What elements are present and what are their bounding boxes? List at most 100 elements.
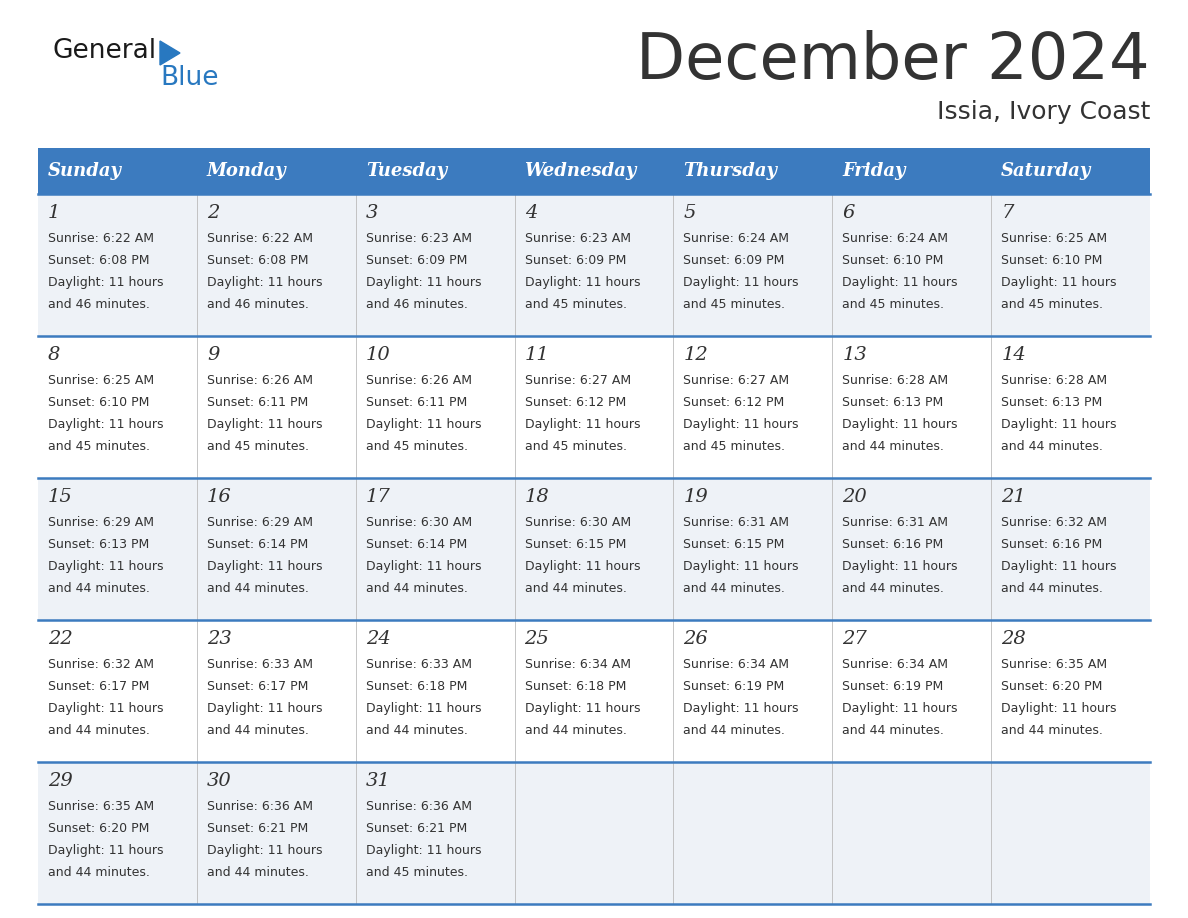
- Text: and 45 minutes.: and 45 minutes.: [683, 440, 785, 453]
- Text: and 44 minutes.: and 44 minutes.: [48, 866, 150, 879]
- Text: 5: 5: [683, 204, 696, 222]
- Text: 16: 16: [207, 488, 232, 506]
- Text: 7: 7: [1001, 204, 1013, 222]
- Text: Sunrise: 6:30 AM: Sunrise: 6:30 AM: [366, 516, 472, 529]
- Text: Sunrise: 6:22 AM: Sunrise: 6:22 AM: [207, 232, 312, 245]
- Text: and 45 minutes.: and 45 minutes.: [48, 440, 150, 453]
- Bar: [38, 194, 1150, 336]
- Text: Sunset: 6:13 PM: Sunset: 6:13 PM: [842, 396, 943, 409]
- Text: Sunrise: 6:31 AM: Sunrise: 6:31 AM: [683, 516, 790, 529]
- Text: Issia, Ivory Coast: Issia, Ivory Coast: [936, 100, 1150, 124]
- Text: Sunset: 6:16 PM: Sunset: 6:16 PM: [1001, 538, 1102, 551]
- Text: Sunset: 6:08 PM: Sunset: 6:08 PM: [48, 254, 150, 267]
- Text: Daylight: 11 hours: Daylight: 11 hours: [525, 702, 640, 715]
- Text: Sunset: 6:16 PM: Sunset: 6:16 PM: [842, 538, 943, 551]
- Text: Sunset: 6:15 PM: Sunset: 6:15 PM: [525, 538, 626, 551]
- Text: and 46 minutes.: and 46 minutes.: [48, 298, 150, 311]
- Text: 15: 15: [48, 488, 72, 506]
- Text: Daylight: 11 hours: Daylight: 11 hours: [207, 702, 322, 715]
- Text: Blue: Blue: [160, 65, 219, 91]
- Text: 21: 21: [1001, 488, 1026, 506]
- Text: 19: 19: [683, 488, 708, 506]
- Text: 17: 17: [366, 488, 391, 506]
- Text: and 44 minutes.: and 44 minutes.: [525, 724, 626, 737]
- Text: Sunrise: 6:33 AM: Sunrise: 6:33 AM: [366, 658, 472, 671]
- Text: Sunrise: 6:34 AM: Sunrise: 6:34 AM: [683, 658, 790, 671]
- Text: and 44 minutes.: and 44 minutes.: [1001, 440, 1102, 453]
- Text: and 45 minutes.: and 45 minutes.: [683, 298, 785, 311]
- Text: Daylight: 11 hours: Daylight: 11 hours: [683, 702, 798, 715]
- Text: and 44 minutes.: and 44 minutes.: [842, 724, 944, 737]
- Text: Daylight: 11 hours: Daylight: 11 hours: [48, 418, 164, 431]
- Text: and 44 minutes.: and 44 minutes.: [48, 582, 150, 595]
- Text: and 45 minutes.: and 45 minutes.: [366, 440, 468, 453]
- Text: Sunset: 6:18 PM: Sunset: 6:18 PM: [525, 680, 626, 693]
- Text: Sunrise: 6:27 AM: Sunrise: 6:27 AM: [525, 374, 631, 387]
- Bar: [38, 762, 1150, 904]
- Text: and 44 minutes.: and 44 minutes.: [683, 582, 785, 595]
- Text: Sunrise: 6:35 AM: Sunrise: 6:35 AM: [1001, 658, 1107, 671]
- Text: 14: 14: [1001, 346, 1026, 364]
- Text: Daylight: 11 hours: Daylight: 11 hours: [525, 418, 640, 431]
- Text: Sunday: Sunday: [48, 162, 122, 180]
- Text: Daylight: 11 hours: Daylight: 11 hours: [207, 276, 322, 289]
- Text: Sunset: 6:14 PM: Sunset: 6:14 PM: [366, 538, 467, 551]
- Text: 25: 25: [525, 630, 549, 648]
- Text: 2: 2: [207, 204, 220, 222]
- Text: and 46 minutes.: and 46 minutes.: [366, 298, 468, 311]
- Text: Daylight: 11 hours: Daylight: 11 hours: [683, 276, 798, 289]
- Text: Daylight: 11 hours: Daylight: 11 hours: [842, 418, 958, 431]
- Text: Daylight: 11 hours: Daylight: 11 hours: [366, 702, 481, 715]
- Text: Saturday: Saturday: [1001, 162, 1092, 180]
- Text: 13: 13: [842, 346, 867, 364]
- Text: Sunset: 6:17 PM: Sunset: 6:17 PM: [48, 680, 150, 693]
- Text: Daylight: 11 hours: Daylight: 11 hours: [207, 418, 322, 431]
- Text: Sunrise: 6:35 AM: Sunrise: 6:35 AM: [48, 800, 154, 813]
- Text: 20: 20: [842, 488, 867, 506]
- Text: Sunrise: 6:24 AM: Sunrise: 6:24 AM: [842, 232, 948, 245]
- Text: Sunrise: 6:28 AM: Sunrise: 6:28 AM: [842, 374, 948, 387]
- Text: and 45 minutes.: and 45 minutes.: [525, 440, 626, 453]
- Text: and 44 minutes.: and 44 minutes.: [366, 582, 468, 595]
- Text: Sunrise: 6:34 AM: Sunrise: 6:34 AM: [525, 658, 631, 671]
- Text: Sunset: 6:12 PM: Sunset: 6:12 PM: [525, 396, 626, 409]
- Text: Sunrise: 6:23 AM: Sunrise: 6:23 AM: [525, 232, 631, 245]
- Text: Sunrise: 6:23 AM: Sunrise: 6:23 AM: [366, 232, 472, 245]
- Text: 28: 28: [1001, 630, 1026, 648]
- Text: 1: 1: [48, 204, 61, 222]
- Text: Sunrise: 6:26 AM: Sunrise: 6:26 AM: [207, 374, 312, 387]
- Text: Sunset: 6:09 PM: Sunset: 6:09 PM: [525, 254, 626, 267]
- Text: 12: 12: [683, 346, 708, 364]
- Text: General: General: [52, 38, 156, 64]
- Text: Sunrise: 6:31 AM: Sunrise: 6:31 AM: [842, 516, 948, 529]
- Polygon shape: [160, 41, 181, 65]
- Text: Monday: Monday: [207, 162, 286, 180]
- Text: Wednesday: Wednesday: [525, 162, 637, 180]
- Text: Sunrise: 6:32 AM: Sunrise: 6:32 AM: [48, 658, 154, 671]
- Text: Sunset: 6:13 PM: Sunset: 6:13 PM: [48, 538, 150, 551]
- Bar: [38, 620, 1150, 762]
- Text: Sunset: 6:20 PM: Sunset: 6:20 PM: [1001, 680, 1102, 693]
- Text: Sunset: 6:19 PM: Sunset: 6:19 PM: [842, 680, 943, 693]
- Text: 10: 10: [366, 346, 391, 364]
- Text: Daylight: 11 hours: Daylight: 11 hours: [683, 560, 798, 573]
- Text: and 45 minutes.: and 45 minutes.: [842, 298, 944, 311]
- Text: 18: 18: [525, 488, 549, 506]
- Bar: [38, 148, 1150, 194]
- Text: and 44 minutes.: and 44 minutes.: [207, 582, 309, 595]
- Text: Daylight: 11 hours: Daylight: 11 hours: [207, 560, 322, 573]
- Text: Daylight: 11 hours: Daylight: 11 hours: [366, 418, 481, 431]
- Text: Sunset: 6:08 PM: Sunset: 6:08 PM: [207, 254, 309, 267]
- Text: Daylight: 11 hours: Daylight: 11 hours: [525, 276, 640, 289]
- Text: Sunrise: 6:36 AM: Sunrise: 6:36 AM: [366, 800, 472, 813]
- Text: and 44 minutes.: and 44 minutes.: [525, 582, 626, 595]
- Text: 24: 24: [366, 630, 391, 648]
- Text: Sunrise: 6:28 AM: Sunrise: 6:28 AM: [1001, 374, 1107, 387]
- Text: Sunset: 6:12 PM: Sunset: 6:12 PM: [683, 396, 785, 409]
- Text: Sunrise: 6:25 AM: Sunrise: 6:25 AM: [1001, 232, 1107, 245]
- Text: 9: 9: [207, 346, 220, 364]
- Text: Daylight: 11 hours: Daylight: 11 hours: [1001, 276, 1117, 289]
- Text: and 45 minutes.: and 45 minutes.: [525, 298, 626, 311]
- Text: Sunrise: 6:26 AM: Sunrise: 6:26 AM: [366, 374, 472, 387]
- Text: Friday: Friday: [842, 162, 905, 180]
